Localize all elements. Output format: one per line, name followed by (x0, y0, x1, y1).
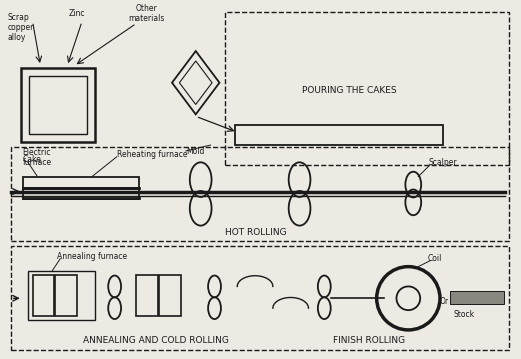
Text: Or: Or (440, 297, 449, 306)
Bar (55, 275, 77, 316)
Text: Coil: Coil (428, 254, 442, 263)
Text: POURING THE CAKES: POURING THE CAKES (302, 86, 396, 95)
Bar (11, 246, 509, 350)
Text: Other
materials: Other materials (128, 4, 165, 23)
Bar (29, 76, 87, 134)
Bar (23, 188, 140, 199)
Bar (235, 125, 443, 145)
Text: ANNEALING AND COLD ROLLING: ANNEALING AND COLD ROLLING (83, 336, 229, 345)
Bar (137, 275, 158, 316)
Bar (28, 271, 95, 320)
Text: Zinc: Zinc (69, 9, 85, 18)
Text: Stock: Stock (454, 309, 475, 318)
Bar (21, 68, 95, 142)
Text: Annealing furnace: Annealing furnace (57, 252, 128, 261)
Text: FINISH ROLLING: FINISH ROLLING (333, 336, 405, 345)
Text: Cake: Cake (23, 155, 42, 164)
Text: Scalper: Scalper (428, 158, 457, 167)
Bar (33, 275, 54, 316)
Text: Electric
furnace: Electric furnace (23, 148, 52, 167)
Bar (159, 275, 181, 316)
Text: Reheating furnace: Reheating furnace (117, 150, 187, 159)
Text: Scrap
copper
alloy: Scrap copper alloy (8, 13, 34, 42)
Bar (450, 292, 504, 304)
Bar (226, 11, 509, 165)
Bar (11, 147, 509, 241)
Bar (23, 177, 140, 187)
Text: Mold: Mold (186, 148, 204, 157)
Text: HOT ROLLING: HOT ROLLING (225, 228, 287, 237)
